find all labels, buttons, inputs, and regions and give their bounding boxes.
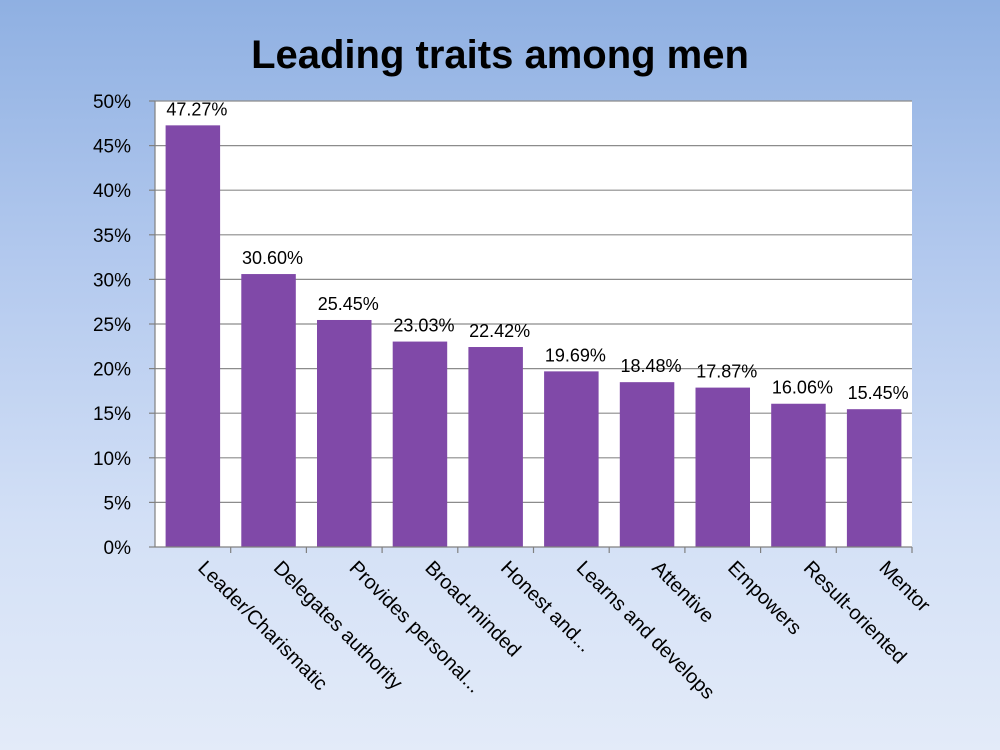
bar — [392, 341, 448, 547]
category-label: Leader/Charismatic — [193, 557, 331, 695]
category-label: Empowers — [723, 557, 805, 639]
data-label: 25.45% — [318, 294, 379, 314]
y-tick-label: 20% — [93, 360, 131, 381]
category-label: Attentive — [648, 557, 719, 628]
data-label: 22.42% — [469, 321, 530, 341]
bar — [695, 387, 751, 547]
data-label: 19.69% — [545, 345, 606, 365]
category-label: Mentor — [875, 557, 935, 617]
bar — [771, 403, 826, 547]
data-label: 30.60% — [242, 248, 303, 268]
y-tick-label: 15% — [93, 404, 131, 425]
bar — [846, 409, 902, 547]
y-tick-label: 10% — [93, 449, 131, 470]
data-label: 16.06% — [772, 378, 833, 398]
bar — [619, 382, 675, 547]
category-label: Delegates authority — [269, 557, 406, 694]
bar — [468, 347, 523, 547]
y-tick-label: 50% — [93, 92, 131, 113]
y-tick-label: 0% — [104, 538, 132, 559]
bar — [165, 125, 221, 548]
data-labels: 47.27% 30.60% 25.45% 23.03% 22.42% 19.69% 18.4… — [166, 99, 908, 403]
y-tick-label: 35% — [93, 226, 131, 247]
data-label: 15.45% — [848, 383, 909, 403]
y-tick-label: 5% — [104, 493, 132, 514]
category-label: Provides personal... — [345, 557, 486, 698]
y-tick-label: 25% — [93, 315, 131, 336]
y-tick-label: 40% — [93, 181, 131, 202]
category-label: Learns and develops — [572, 557, 719, 704]
bar — [241, 274, 296, 547]
bar — [316, 319, 372, 547]
bar — [544, 371, 599, 547]
data-label: 47.27% — [166, 99, 227, 119]
data-label: 18.48% — [621, 356, 682, 376]
y-tick-labels: 0% 5% 10% 15% 20% 25% 30% 35% 40% 45% 50% — [93, 92, 131, 559]
bars — [165, 125, 902, 548]
y-tick-label: 30% — [93, 270, 131, 291]
y-tick-label: 45% — [93, 137, 131, 158]
data-label: 17.87% — [696, 362, 757, 382]
axes — [149, 100, 913, 553]
data-label: 23.03% — [393, 316, 454, 336]
chart-title: Leading traits among men — [251, 33, 749, 77]
